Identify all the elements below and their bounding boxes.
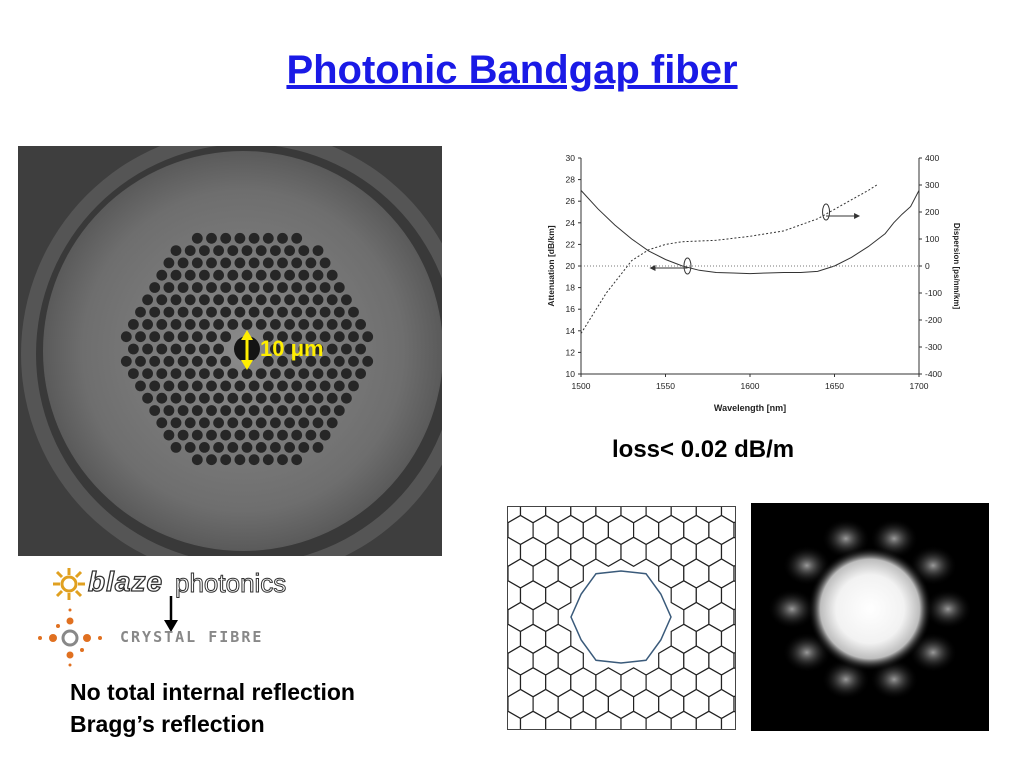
loss-caption: loss< 0.02 dB/m	[612, 436, 795, 463]
fiber-cross-section-image	[18, 146, 442, 556]
y-tick-label: 18	[566, 283, 576, 293]
scale-label: 10 μm	[260, 336, 324, 361]
y2-tick-label: -100	[925, 288, 942, 298]
air-hole-lattice	[120, 232, 374, 466]
arrow-down-icon	[164, 596, 178, 632]
blaze-logo-icon	[53, 568, 85, 600]
y-tick-label: 10	[566, 369, 576, 379]
y-tick-label: 12	[566, 347, 576, 357]
attenuation-marker-head	[649, 265, 656, 271]
x-tick-label: 1700	[910, 381, 929, 391]
slide-title-wrap: Photonic Bandgap fiber	[0, 48, 1024, 93]
series-line-0	[580, 190, 920, 275]
crystal-fibre-logo-icon	[38, 608, 102, 667]
y2-tick-label: -300	[925, 342, 942, 352]
attenuation-dispersion-chart: 10 12 14 16 18 20 22 24 26 28 30 -400 -300 -200 -100 0 1…	[540, 148, 980, 420]
x-tick-label: 1500	[572, 381, 591, 391]
notes-block: No total internal reflection Bragg’s ref…	[70, 676, 355, 740]
y-tick-label: 30	[566, 153, 576, 163]
y-tick-label: 22	[566, 239, 576, 249]
y2-tick-label: 0	[925, 261, 930, 271]
y-axis-label: Attenuation [dB/km]	[546, 225, 556, 306]
y2-tick-label: 100	[925, 234, 939, 244]
y-tick-label: 26	[566, 196, 576, 206]
crystal-fibre-logo: CRYSTAL FIBRE	[30, 606, 270, 670]
y2-tick-label: 400	[925, 153, 939, 163]
blaze-logo-regular: photonics	[174, 568, 287, 599]
x-tick-label: 1650	[825, 381, 844, 391]
hollow-core-outline	[570, 570, 672, 664]
mode-profile-svg	[768, 518, 972, 700]
y2-axis-label: Dispersion [ps/nm/km]	[952, 223, 961, 310]
scale-arrow-icon	[241, 330, 253, 370]
y2-tick-label: -400	[925, 369, 942, 379]
x-tick-label: 1550	[656, 381, 675, 391]
slide-title[interactable]: Photonic Bandgap fiber	[286, 48, 738, 92]
y-tick-label: 14	[566, 326, 576, 336]
note-line-1: No total internal reflection	[70, 679, 355, 705]
mode-profile-image	[751, 503, 989, 731]
dispersion-marker	[822, 203, 831, 221]
blaze-logo: blaze photonics	[52, 564, 312, 604]
y-tick-label: 28	[566, 175, 576, 185]
y2-tick-label: 300	[925, 180, 939, 190]
dispersion-marker-head	[854, 213, 861, 219]
honeycomb-svg	[508, 507, 735, 729]
crystal-fibre-text: CRYSTAL FIBRE	[120, 628, 264, 646]
y2-tick-label: -200	[925, 315, 942, 325]
note-line-2: Bragg’s reflection	[70, 711, 265, 737]
y-tick-label: 16	[566, 304, 576, 314]
x-tick-label: 1600	[741, 381, 760, 391]
x-axis-label: Wavelength [nm]	[714, 403, 786, 413]
y-tick-label: 20	[566, 261, 576, 271]
y2-tick-label: 200	[925, 207, 939, 217]
series-line-1	[580, 184, 878, 334]
honeycomb-diagram	[507, 506, 736, 730]
blaze-logo-italic: blaze	[87, 565, 164, 597]
chart-svg: 10 12 14 16 18 20 22 24 26 28 30 -400 -300 -200 -100 0 1…	[546, 153, 961, 413]
y-tick-label: 24	[566, 218, 576, 228]
fiber-photo-svg	[18, 146, 442, 556]
attenuation-marker	[683, 257, 692, 275]
